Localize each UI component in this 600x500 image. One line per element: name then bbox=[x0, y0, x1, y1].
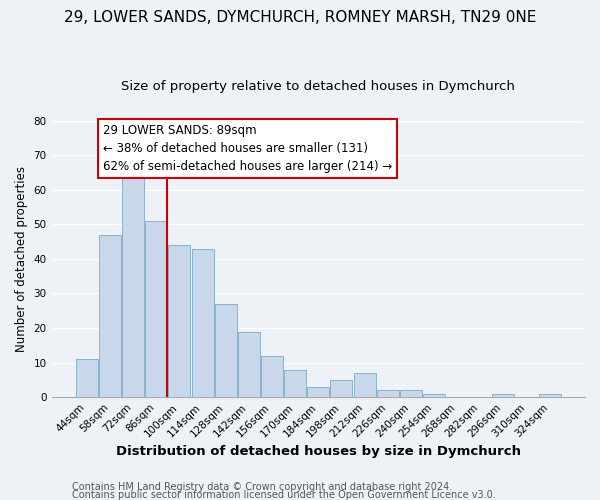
Bar bbox=[353, 373, 376, 397]
Y-axis label: Number of detached properties: Number of detached properties bbox=[15, 166, 28, 352]
Bar bbox=[215, 304, 236, 397]
Bar bbox=[307, 387, 329, 397]
Bar bbox=[331, 380, 352, 397]
Bar bbox=[539, 394, 561, 397]
Text: Contains public sector information licensed under the Open Government Licence v3: Contains public sector information licen… bbox=[72, 490, 496, 500]
Text: Contains HM Land Registry data © Crown copyright and database right 2024.: Contains HM Land Registry data © Crown c… bbox=[72, 482, 452, 492]
Bar bbox=[377, 390, 399, 397]
Bar bbox=[76, 359, 98, 397]
Bar bbox=[238, 332, 260, 397]
Bar bbox=[99, 234, 121, 397]
Bar bbox=[400, 390, 422, 397]
Bar bbox=[122, 172, 144, 397]
Bar bbox=[145, 221, 167, 397]
Bar bbox=[191, 248, 214, 397]
Bar bbox=[261, 356, 283, 397]
Text: 29 LOWER SANDS: 89sqm
← 38% of detached houses are smaller (131)
62% of semi-det: 29 LOWER SANDS: 89sqm ← 38% of detached … bbox=[103, 124, 392, 173]
X-axis label: Distribution of detached houses by size in Dymchurch: Distribution of detached houses by size … bbox=[116, 444, 521, 458]
Bar bbox=[493, 394, 514, 397]
Text: 29, LOWER SANDS, DYMCHURCH, ROMNEY MARSH, TN29 0NE: 29, LOWER SANDS, DYMCHURCH, ROMNEY MARSH… bbox=[64, 10, 536, 25]
Title: Size of property relative to detached houses in Dymchurch: Size of property relative to detached ho… bbox=[121, 80, 515, 93]
Bar bbox=[284, 370, 306, 397]
Bar bbox=[169, 245, 190, 397]
Bar bbox=[423, 394, 445, 397]
